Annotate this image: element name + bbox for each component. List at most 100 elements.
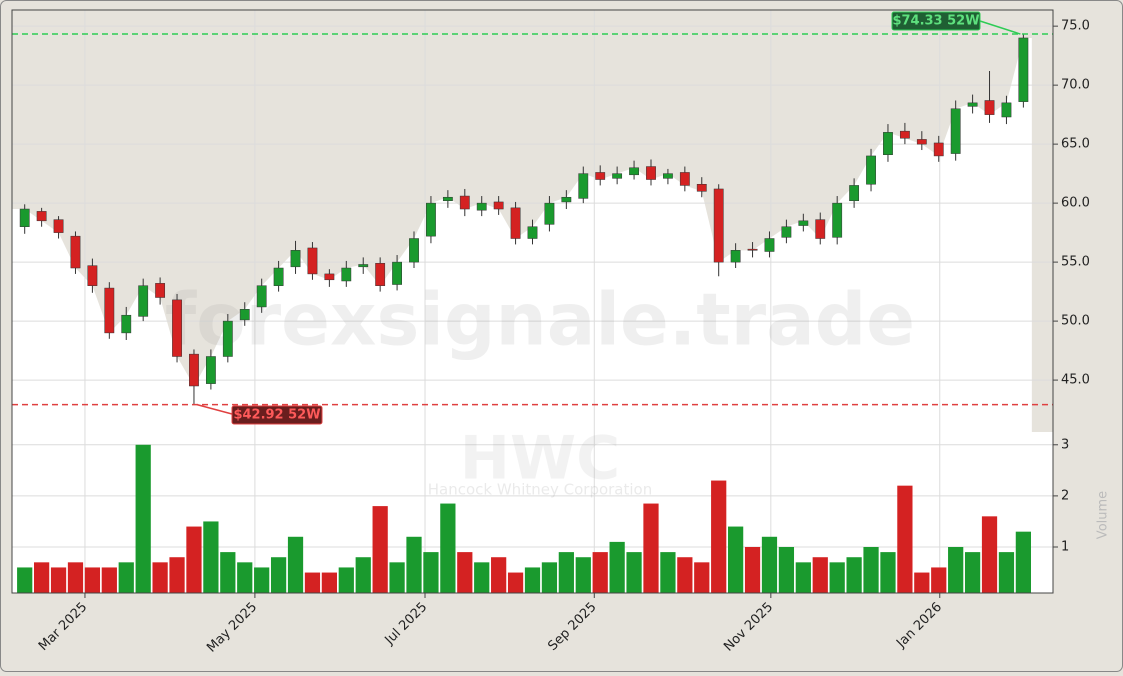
candle-body (307, 247, 318, 275)
candle-body (663, 173, 673, 179)
candle-body (866, 155, 876, 185)
candle-body (815, 219, 826, 239)
candle-body (679, 172, 690, 186)
candle-body (256, 285, 267, 308)
high-label-box (891, 11, 981, 31)
volume-bar (728, 526, 744, 593)
volume-bar (50, 567, 67, 593)
close-area (12, 37, 1032, 433)
volume-bar (135, 444, 151, 593)
candle-body (138, 285, 149, 317)
volume-bar (287, 536, 304, 593)
volume-bar (677, 557, 693, 593)
volume-bar (491, 557, 507, 593)
candle-body (409, 238, 419, 263)
y2-tick-label: 2 (1061, 488, 1069, 503)
volume-bar (575, 557, 591, 593)
volume-bar (321, 572, 337, 593)
volume-bar (897, 485, 913, 593)
volume-bar (169, 557, 185, 593)
y-tick-label: 50.0 (1061, 314, 1090, 329)
volume-bar (118, 562, 134, 593)
volume-bar (203, 521, 219, 593)
y-tick-label: 65.0 (1061, 137, 1090, 152)
candle-body (121, 314, 132, 334)
volume-bar (744, 547, 761, 593)
candle-body (239, 309, 250, 321)
candle-body (392, 261, 402, 285)
volume-bar (304, 572, 321, 593)
y-tick-label: 75.0 (1061, 19, 1090, 34)
candle-body (493, 201, 504, 210)
volume-bar (643, 503, 659, 593)
candle-body (426, 202, 436, 237)
candle-body (476, 202, 487, 211)
volume-bar (761, 536, 778, 593)
candle-body (713, 188, 724, 263)
candle-body (764, 238, 775, 252)
volume-bar (981, 516, 998, 593)
candle-body (798, 220, 809, 226)
candle-body (544, 202, 555, 225)
candle-body (527, 226, 538, 239)
volume-bar (609, 541, 625, 593)
volume-bar (524, 567, 541, 593)
volume-bar (778, 547, 795, 593)
candle-body (375, 263, 386, 286)
volume-bar (17, 567, 33, 593)
candle-body (933, 142, 944, 157)
low-label: $42.92 52W (233, 408, 320, 423)
volume-bar (964, 552, 981, 593)
candle-body (967, 102, 978, 107)
volume-bar (84, 567, 101, 593)
volume-axis-label: Volume (1096, 491, 1111, 539)
high-label: $74.33 52W (892, 14, 979, 29)
volume-bar (660, 552, 676, 593)
candle-body (950, 108, 961, 154)
candle-body (341, 267, 352, 282)
volume-bar (423, 552, 439, 593)
candle-body (273, 267, 284, 286)
volume-bar (507, 572, 524, 593)
candle-body (781, 226, 792, 238)
candle-body (612, 173, 623, 179)
plot-border (11, 9, 1054, 594)
volume-bar (694, 562, 710, 593)
volume-bar (474, 562, 490, 593)
volume-bar (931, 567, 947, 593)
volume-bar (254, 567, 270, 593)
candle-body (646, 166, 656, 180)
y-tick-label: 55.0 (1061, 255, 1090, 270)
volume-bar (863, 547, 879, 593)
y-tick-label: 45.0 (1061, 373, 1090, 388)
volume-bar (372, 506, 388, 593)
volume-bar (186, 526, 202, 593)
volume-bar (829, 562, 845, 593)
y2-tick-label: 1 (1061, 540, 1069, 555)
y-tick-label: 60.0 (1061, 196, 1090, 211)
candle-body (832, 202, 843, 238)
y2-tick-label: 3 (1061, 437, 1069, 452)
candle-body (578, 173, 589, 199)
volume-bar (406, 536, 422, 593)
volume-bar (626, 552, 642, 593)
volume-bar (67, 562, 84, 593)
candle-body (984, 100, 995, 115)
volume-bar (795, 562, 811, 593)
volume-bar (101, 567, 117, 593)
candle-body (358, 264, 369, 268)
candle-body (222, 320, 233, 357)
candle-body (87, 265, 98, 286)
candle-body (916, 139, 927, 145)
volume-bar (812, 557, 828, 593)
volume-bar (1015, 531, 1031, 593)
candle-body (70, 235, 81, 269)
candle-body (442, 196, 453, 202)
candle-body (849, 185, 860, 202)
symbol-watermark: HWC (460, 424, 620, 494)
volume-bar (558, 552, 574, 593)
volume-bar (220, 552, 236, 593)
low-label-box (231, 405, 323, 425)
